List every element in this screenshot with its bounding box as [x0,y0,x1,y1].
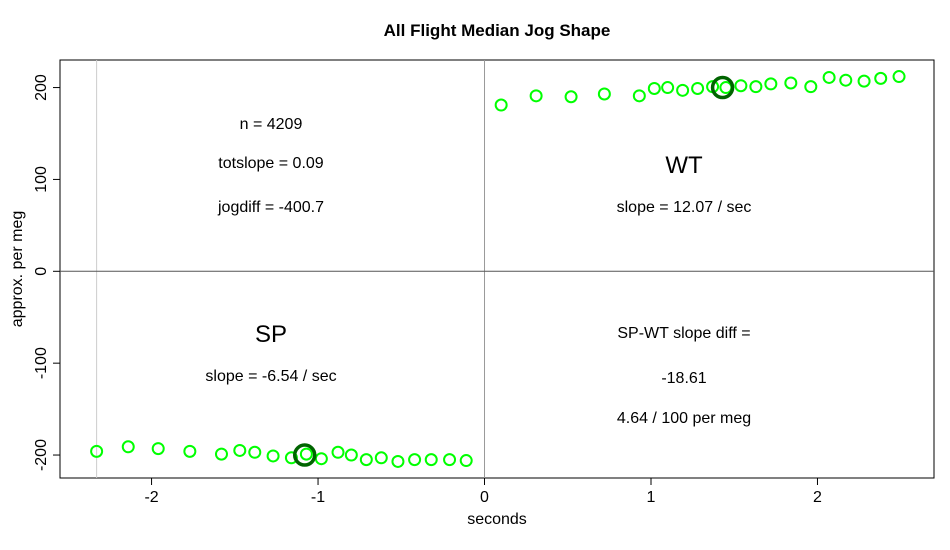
data-point [151,442,165,456]
annotation-totslope: totslope = 0.09 [218,155,324,172]
x-axis-label: seconds [467,511,527,528]
annotation-wt-slope: slope = 12.07 / sec [617,199,752,216]
data-point [764,77,778,91]
reference-lines [60,60,934,478]
annotation-diff-label: SP-WT slope diff = [617,325,750,342]
data-point [822,70,836,84]
y-tick-label: 200 [33,74,50,101]
annotations: n = 4209 totslope = 0.09 jogdiff = -400.… [205,116,751,427]
y-tick-label: -200 [33,439,50,471]
data-point [359,453,373,467]
data-point [183,444,197,458]
highlight-point [710,75,735,100]
data-point [424,453,438,467]
data-point [632,89,646,103]
data-point [691,81,705,95]
x-tick-label: 2 [813,489,822,506]
data-point [214,447,228,461]
data-point [299,447,313,461]
x-tick-label: 0 [480,489,489,506]
data-point [233,443,247,457]
data-point [804,80,818,94]
annotation-wt-label: WT [665,152,703,179]
data-point [784,76,798,90]
data-point [344,448,358,462]
annotation-diff-value: -18.61 [661,370,706,387]
x-tick-label: 1 [647,489,656,506]
plot-frame [59,59,935,479]
data-points [90,70,906,468]
chart-title: All Flight Median Jog Shape [384,21,611,40]
data-point [266,449,280,463]
highlight-point [292,443,317,467]
y-axis-label: approx. per meg [9,211,26,328]
annotation-sp-slope: slope = -6.54 / sec [205,368,336,385]
data-point [597,87,611,101]
data-point [874,71,888,85]
data-point [676,83,690,97]
data-point [374,451,388,465]
y-axis: -200 -100 0 100 200 [33,74,60,471]
data-point [90,444,104,458]
data-point [408,453,422,467]
data-point [459,454,473,468]
y-tick-label: -100 [33,347,50,379]
data-point [494,98,508,112]
data-point [314,452,328,466]
plot-area [59,59,935,479]
x-tick-label: -1 [311,489,325,506]
data-point [443,453,457,467]
annotation-sp-label: SP [255,321,287,348]
data-point [331,445,345,459]
data-point [647,81,661,95]
data-point [564,90,578,104]
y-tick-label: 0 [33,267,50,276]
y-tick-label: 100 [33,166,50,193]
data-point [719,81,733,95]
data-point [734,79,748,93]
data-point [248,445,262,459]
annotation-jogdiff: jogdiff = -400.7 [217,199,324,216]
annotation-n: n = 4209 [240,116,303,133]
x-axis: -2 -1 0 1 2 [144,478,822,506]
highlight-points [292,75,735,467]
data-point [749,80,763,94]
data-point [892,70,906,84]
x-tick-label: -2 [144,489,158,506]
data-point [391,454,405,468]
data-point [121,440,135,454]
data-point [857,74,871,88]
data-point [839,73,853,87]
annotation-diff-permeg: 4.64 / 100 per meg [617,410,751,427]
data-point [529,89,543,103]
data-point [661,81,675,95]
